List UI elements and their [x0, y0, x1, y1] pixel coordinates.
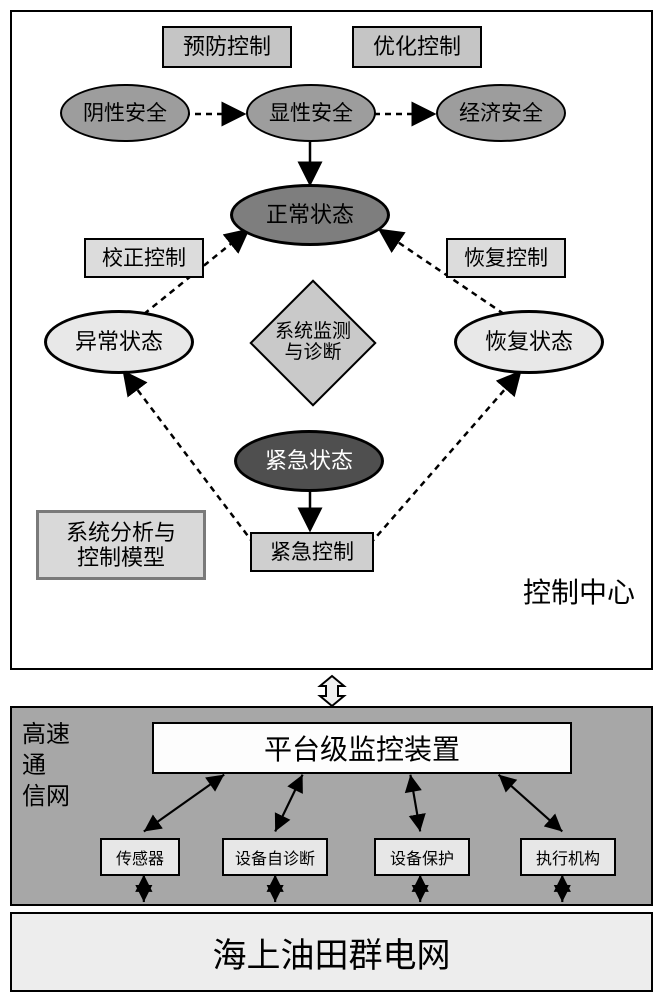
selfdiag-box: 设备自诊断	[222, 838, 328, 876]
offshore-grid-label: 海上油田群电网	[213, 928, 451, 977]
sys-analysis-label: 系统分析与 控制模型	[66, 520, 176, 571]
implicit-safety-label: 阴性安全	[83, 101, 167, 125]
correct-control-label: 校正控制	[102, 246, 186, 270]
abnormal-state-label: 异常状态	[75, 329, 163, 354]
recovery-state-label: 恢复状态	[485, 329, 573, 354]
explicit-safety-ellipse: 显性安全	[246, 84, 376, 142]
actuator-box: 执行机构	[520, 838, 616, 876]
platform-monitor-box: 平台级监控装置	[152, 722, 572, 774]
monitor-diagnosis-diamond: 系统监测 与诊断	[268, 298, 358, 388]
control-center-label: 控制中心	[523, 578, 635, 610]
sensor-label: 传感器	[116, 845, 164, 869]
emergency-control-label: 紧急控制	[270, 540, 354, 564]
economic-safety-ellipse: 经济安全	[436, 84, 566, 142]
offshore-grid-panel: 海上油田群电网	[10, 912, 653, 992]
sensor-box: 传感器	[100, 838, 180, 876]
sys-analysis-box: 系统分析与 控制模型	[36, 510, 206, 580]
optimize-control-box: 优化控制	[352, 26, 482, 68]
restore-control-label: 恢复控制	[464, 246, 548, 270]
emergency-control-box: 紧急控制	[250, 532, 374, 572]
comm-net-label: 高速通 信网	[22, 720, 74, 814]
recovery-state-ellipse: 恢复状态	[454, 310, 604, 374]
emergency-state-ellipse: 紧急状态	[234, 430, 384, 492]
correct-control-box: 校正控制	[84, 238, 204, 278]
control-center-label-text: 控制中心	[523, 578, 635, 610]
selfdiag-label: 设备自诊断	[235, 845, 315, 869]
comm-net-panel: 高速通 信网 平台级监控装置 传感器 设备自诊断 设备保护 执行机构	[10, 706, 653, 906]
prevent-control-label: 预防控制	[183, 34, 271, 59]
link-control-to-comm	[10, 674, 653, 708]
prevent-control-box: 预防控制	[162, 26, 292, 68]
diamond-label: 系统监测 与诊断	[275, 322, 351, 364]
optimize-control-label: 优化控制	[373, 34, 461, 59]
abnormal-state-ellipse: 异常状态	[44, 310, 194, 374]
restore-control-box: 恢复控制	[446, 238, 566, 278]
control-center-panel: 预防控制 优化控制 阴性安全 显性安全 经济安全 正常状态 异常状态 恢复状态 …	[10, 10, 653, 670]
actuator-label: 执行机构	[536, 845, 600, 869]
comm-net-label-text: 高速通 信网	[22, 722, 70, 810]
explicit-safety-label: 显性安全	[269, 101, 353, 125]
economic-safety-label: 经济安全	[459, 101, 543, 125]
platform-monitor-label: 平台级监控装置	[264, 728, 460, 768]
protect-label: 设备保护	[390, 845, 454, 869]
normal-state-ellipse: 正常状态	[230, 184, 390, 246]
emergency-state-label: 紧急状态	[265, 448, 353, 473]
implicit-safety-ellipse: 阴性安全	[60, 84, 190, 142]
protect-box: 设备保护	[374, 838, 470, 876]
normal-state-label: 正常状态	[266, 202, 354, 227]
